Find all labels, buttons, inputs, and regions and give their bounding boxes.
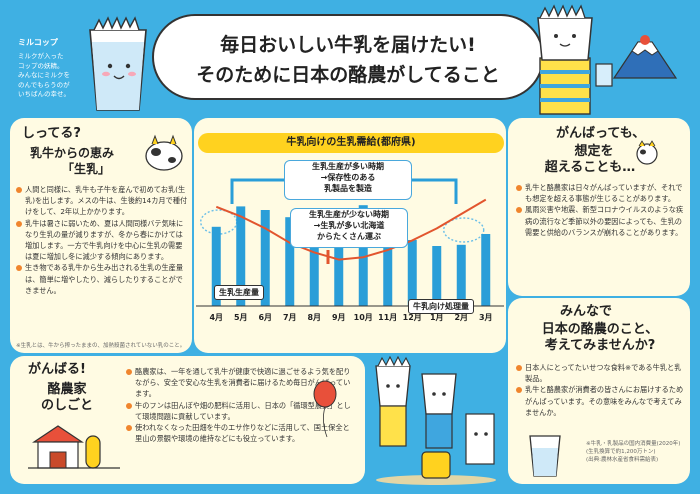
bottom-right-body: 日本人にとってたいせつな食料※である牛乳と乳製品。 乳牛と酪農家が消費者の皆さん…: [516, 362, 684, 418]
cow-icon: [145, 134, 183, 171]
month-label: 12月: [402, 313, 422, 322]
left-section-subtitle: 「生乳」: [62, 162, 111, 176]
bottom-right-heading: みんなで: [560, 304, 613, 319]
bottom-right-notes: ※牛乳・乳製品の国内消費量(2020年) (生乳換算で約1,200万トン) (出…: [586, 440, 686, 464]
callout-line: 生乳生産が多い時期: [312, 162, 384, 171]
milcop-mascot-right-icon: [537, 4, 613, 115]
callout-line: 生乳生産が少ない時期: [309, 210, 389, 219]
barn-icon: [28, 425, 120, 469]
chart-bar: [456, 244, 466, 306]
chart-bar: [260, 210, 270, 306]
bottom-left-title-line1: 酪農家: [47, 382, 87, 397]
mascot-desc-line: ミルクが入った: [18, 52, 64, 60]
mascot-desc-line: コップの妖精。: [18, 61, 64, 70]
bottom-left-heading: がんばる!: [28, 362, 86, 377]
arrow-left: [230, 178, 286, 204]
peak-highlight: [443, 217, 485, 243]
chart-bar: [236, 206, 246, 306]
chart-bar: [285, 217, 295, 306]
month-label: 1月: [429, 313, 444, 322]
right-panel: [508, 118, 690, 296]
chart-bar: [432, 246, 442, 306]
mascot-desc-line: みんなにミルクを: [18, 71, 70, 79]
page-title-line1: 毎日おいしい牛乳を届けたい!: [220, 34, 476, 56]
month-label: 4月: [209, 313, 224, 322]
left-paragraph: 人間と同様に、乳牛も子牛を産んで初めてお乳(生乳)を出します。メスの牛は、生後約…: [16, 184, 188, 218]
balloon-icon: [313, 380, 337, 438]
title-bubble: 毎日おいしい牛乳を届けたい! そのために日本の酪農がしてること: [152, 14, 544, 100]
left-paragraph: 生き物である乳牛から生み出される生乳の生産量は、簡単に増やしたり、減らしたりする…: [16, 262, 188, 296]
month-label: 3月: [478, 313, 493, 322]
month-label: 6月: [258, 313, 273, 322]
bottom-right-title-line1: 日本の酪農のこと、: [541, 322, 659, 337]
bottom-left-paragraph: 牛のフンは田んぼや畑の肥料に活用し、日本の「循環型農業」として環境問題に貢献して…: [126, 400, 352, 422]
right-section-body: 乳牛と酪農家は日々がんばっていますが、それでも想定を超える事態が生じることがあり…: [516, 182, 686, 238]
chart-bar: [407, 240, 417, 306]
callout-high-production: 生乳生産が多い時期 →保存性のある 乳製品を製造: [284, 160, 412, 200]
bottom-right-paragraph: 日本人にとってたいせつな食料※である牛乳と乳製品。: [516, 362, 684, 384]
chart-bar: [358, 205, 368, 306]
bottom-right-note: (生乳換算で約1,200万トン): [586, 449, 656, 455]
right-section-heading: がんばっても、: [556, 126, 646, 141]
mascot-desc-line: いちばんの幸せ。: [18, 90, 70, 98]
right-paragraph: 風雨災害や地震、新型コロナウイルスのような疾病の流行など季節以外の要因によっても…: [516, 204, 686, 238]
right-paragraph: 乳牛と酪農家は日々がんばっていますが、それでも想定を超える事態が生じることがあり…: [516, 182, 686, 204]
left-section-body: 人間と同様に、乳牛も子牛を産んで初めてお乳(生乳)を出します。メスの牛は、生後約…: [16, 184, 188, 296]
milcop-mascot-icon: [89, 16, 147, 111]
chart-bar: [334, 224, 344, 306]
chart-bar: [211, 226, 221, 306]
left-footnote: ※生乳とは、牛から搾ったままの、加熱殺菌されていない乳のこと。: [16, 343, 186, 349]
left-section-title: 乳牛からの恵み: [30, 146, 115, 160]
chart-bar: [481, 234, 491, 306]
left-section-heading: しってる?: [22, 126, 81, 141]
month-label: 5月: [233, 313, 248, 322]
bottom-right-note: ※牛乳・乳製品の国内消費量(2020年): [586, 441, 681, 447]
month-label: 10月: [353, 313, 373, 322]
bottom-right-note: (出典:農林水産省食料需給表): [586, 457, 659, 463]
production-curve: [215, 198, 487, 261]
left-paragraph: 乳牛は暑さに弱いため、夏は人間同様バテ気味になり生乳の量が減りますが、冬から春に…: [16, 218, 188, 263]
chart-bar: [309, 240, 319, 306]
bottom-left-paragraph: 使われなくなった田畑を牛のエサ作りなどに活用して、国土保全と里山の景観や環境の維…: [126, 422, 352, 444]
cow-head-icon: [636, 140, 658, 165]
bottom-right-title-line2: 考えてみませんか?: [544, 338, 656, 353]
mascot-description: ミルクが入った コップの妖精。 みんなにミルクを のんでもらうのが いちばんの幸…: [18, 52, 70, 100]
mascots-with-milk-icon: [375, 356, 496, 485]
right-section-title-line2: 超えることも…: [544, 160, 636, 175]
month-label: 7月: [282, 313, 297, 322]
bottom-left-title-line2: のしごと: [40, 398, 93, 413]
month-label: 11月: [378, 313, 398, 322]
callout-line: →保存性のある: [320, 173, 376, 182]
legend-production-label: 生乳生産量: [214, 285, 264, 300]
milk-glass-icon: [529, 435, 561, 477]
page-title-line2: そのために日本の酪農がしてること: [196, 64, 500, 86]
bottom-left-body: 酪農家は、一年を通して乳牛が健康で快適に過ごせるよう気を配りながら、安全で安心な…: [126, 366, 352, 444]
callout-line: →生乳が多い北海道: [313, 221, 385, 230]
callout-line: からたくさん運ぶ: [317, 232, 381, 241]
month-label: 8月: [307, 313, 322, 322]
legend-processing-label: 牛乳向け処理量: [408, 299, 474, 314]
chart-title: 牛乳向けの生乳需給(都府県): [198, 133, 504, 153]
mount-fuji-icon: [612, 35, 678, 79]
bottom-left-paragraph: 酪農家は、一年を通して乳牛が健康で快適に過ごせるよう気を配りながら、安全で安心な…: [126, 366, 352, 400]
milk-supply-chart: [196, 178, 504, 307]
arrow-right: [411, 178, 458, 204]
right-section-title-line1: 想定を: [574, 144, 614, 159]
callout-low-production: 生乳生産が少ない時期 →生乳が多い北海道 からたくさん運ぶ: [290, 208, 408, 248]
mascot-desc-line: のんでもらうのが: [18, 80, 70, 89]
chart-bar: [383, 208, 393, 306]
bottom-right-paragraph: 乳牛と酪農家が消費者の皆さんにお届けするためがんばっています。その意味をみんなで…: [516, 384, 684, 418]
month-label: 2月: [454, 313, 469, 322]
callout-line: 乳製品を製造: [324, 184, 372, 193]
month-label: 9月: [331, 313, 346, 322]
mascot-name: ミルコップ: [18, 38, 58, 47]
